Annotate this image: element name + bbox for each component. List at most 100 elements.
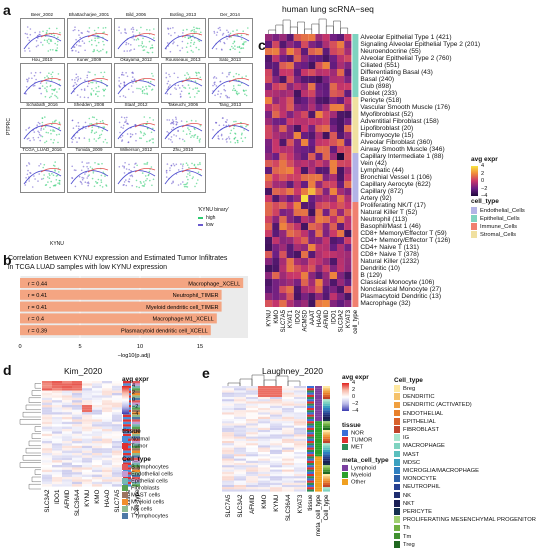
heatmap-cell — [337, 55, 345, 62]
scatter-point — [245, 41, 247, 43]
meta-annotation — [315, 469, 322, 472]
colorbar-tick: −2 — [481, 185, 488, 192]
scatter-point — [54, 161, 56, 163]
panel-a-dataset-title: Rousseaux_2013 — [165, 57, 201, 62]
heatmap-cell — [329, 286, 337, 293]
heatmap-cell — [246, 445, 258, 448]
dendrogram-branch — [289, 26, 298, 34]
heatmap-cell — [52, 419, 62, 422]
heatmap-cell — [52, 436, 62, 439]
celltype-annotation — [323, 480, 330, 483]
heatmap-cell — [272, 104, 280, 111]
panel-c-row-label: Club (898) — [360, 82, 392, 90]
heatmap-cell — [315, 272, 323, 279]
scatter-point — [98, 50, 100, 53]
scatter-point — [56, 174, 59, 177]
heatmap-cell — [102, 445, 112, 449]
scatter-point — [133, 166, 136, 169]
scatter-point — [74, 81, 76, 84]
scatter-point — [174, 32, 176, 34]
panel-c-x-label: AFMID — [324, 309, 330, 328]
heatmap-cell — [322, 181, 330, 188]
heatmap-cell — [72, 474, 82, 477]
heatmap-cell — [42, 409, 52, 413]
meta-annotation — [315, 443, 322, 446]
scatter-point — [215, 34, 218, 36]
heatmap-cell — [294, 474, 306, 477]
heatmap-cell — [344, 76, 352, 83]
scatter-point — [56, 27, 58, 30]
heatmap-cell — [102, 412, 112, 415]
scatter-point — [49, 84, 52, 87]
heatmap-cell — [265, 293, 273, 300]
heatmap-cell — [222, 469, 234, 472]
scatter-point — [41, 44, 44, 46]
heatmap-cell — [246, 438, 258, 441]
heatmap-cell — [62, 433, 72, 437]
heatmap-cell — [234, 399, 246, 402]
heatmap-cell — [112, 409, 122, 413]
celltype-annotation — [132, 462, 140, 465]
heatmap-cell — [308, 139, 316, 146]
scatter-point — [130, 49, 132, 51]
heatmap-cell — [72, 393, 82, 396]
heatmap-cell — [279, 76, 287, 83]
heatmap-cell — [337, 265, 345, 272]
heatmap-cell — [246, 474, 258, 477]
scatter-point — [189, 174, 191, 177]
heatmap-cell — [265, 83, 273, 90]
heatmap-cell — [329, 125, 337, 132]
heatmap-cell — [286, 41, 294, 48]
heatmap-cell — [62, 424, 72, 427]
scatter-point — [142, 134, 145, 137]
scatter-point — [166, 130, 168, 133]
scatter-point — [200, 31, 202, 34]
legend-entry: MACROPHAGE — [394, 442, 445, 450]
heatmap-cell — [52, 457, 62, 461]
heatmap-cell — [293, 118, 301, 125]
scatter-point — [118, 166, 121, 168]
heatmap-cell — [272, 139, 280, 146]
scatter-point — [102, 122, 105, 124]
heatmap-cell — [102, 424, 112, 427]
heatmap-cell — [112, 433, 122, 437]
heatmap-cell — [308, 90, 316, 97]
scatter-point — [103, 126, 106, 128]
heatmap-cell — [234, 443, 246, 446]
panel-e-x-label: KYAT3 — [297, 494, 304, 513]
scatter-point — [40, 41, 42, 44]
panel-c-row-label: Vein (42) — [360, 159, 387, 167]
scatter-point — [35, 45, 38, 48]
colorbar-tick: −4 — [481, 193, 488, 199]
scatter-point — [228, 138, 231, 140]
scatter-point — [232, 30, 234, 32]
scatter-point — [122, 95, 125, 97]
scatter-point — [74, 26, 76, 28]
panel-d-x-label: KYNU — [84, 490, 91, 507]
panel-a-dataset-title: Sato_2013 — [219, 57, 241, 62]
heatmap-cell — [92, 472, 102, 475]
heatmap-cell — [246, 463, 258, 466]
scatter-point — [100, 71, 102, 74]
scatter-point — [173, 41, 175, 43]
scatter-point — [95, 93, 97, 96]
heatmap-cell — [308, 279, 316, 286]
scatter-point — [30, 72, 33, 74]
panel-b-r-label: r = 0.41 — [28, 293, 47, 299]
heatmap-cell — [52, 383, 62, 386]
scatter-point — [121, 73, 123, 76]
scatter-point — [43, 39, 46, 41]
heatmap-cell — [329, 216, 337, 223]
heatmap-cell — [258, 421, 270, 424]
heatmap-cell — [52, 390, 62, 393]
scatter-point — [43, 174, 45, 176]
scatter-point — [125, 41, 128, 44]
heatmap-cell — [246, 489, 258, 492]
scatter-point — [47, 176, 49, 178]
trend-line-high — [181, 33, 203, 38]
heatmap-cell — [222, 408, 234, 411]
heatmap-cell — [52, 395, 62, 398]
scatter-point — [77, 76, 79, 78]
dendrogram-branch — [34, 383, 41, 389]
heatmap-cell — [272, 153, 280, 160]
